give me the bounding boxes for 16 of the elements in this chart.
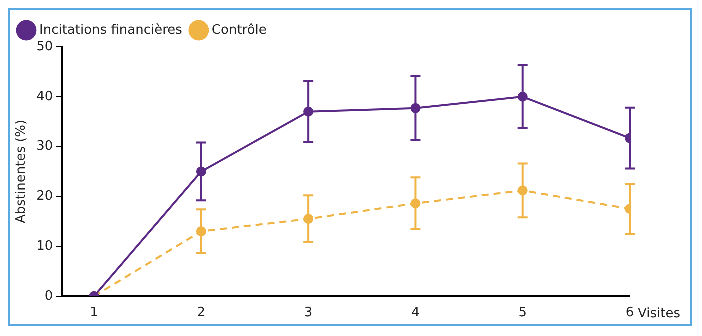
y-tick-label: 50 xyxy=(36,39,54,54)
y-tick-label: 20 xyxy=(36,189,54,204)
legend-label: Incitations financières xyxy=(40,22,183,38)
y-tick-label: 30 xyxy=(36,139,54,154)
x-tick-label: 2 xyxy=(197,306,206,321)
x-tick-label: 5 xyxy=(518,306,527,321)
x-tick-label: 6 xyxy=(626,306,634,321)
x-axis-title: Visites xyxy=(638,306,681,322)
x-tick-label: 3 xyxy=(304,306,313,321)
x-tick-label: 4 xyxy=(412,306,420,321)
y-tick-label: 0 xyxy=(44,288,54,304)
y-tick-label: 10 xyxy=(36,238,54,254)
legend-label: Contrôle xyxy=(212,22,267,38)
x-tick-label: 1 xyxy=(90,306,98,321)
y-tick-label: 40 xyxy=(36,89,54,104)
y-axis-title: Abstinentes (%) xyxy=(14,120,30,224)
